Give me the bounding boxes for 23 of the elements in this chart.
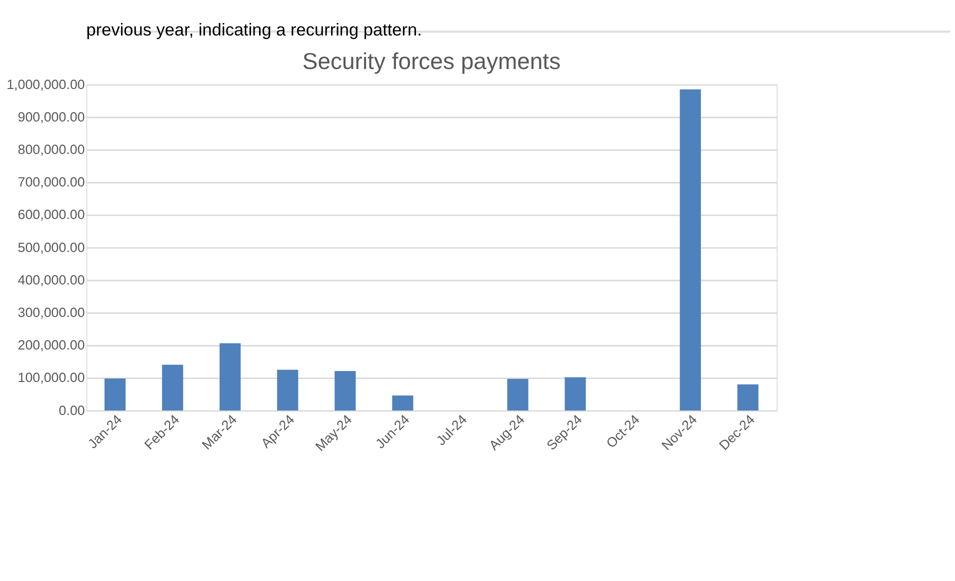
bar	[277, 370, 298, 410]
chart-title: Security forces payments	[302, 48, 561, 74]
y-tick-label: 600,000.00	[18, 207, 85, 222]
bar	[162, 364, 184, 410]
bar	[737, 384, 758, 410]
y-tick-label: 300,000.00	[18, 304, 85, 320]
bar	[564, 377, 586, 410]
bar	[680, 89, 701, 410]
y-tick-label: 500,000.00	[18, 240, 85, 255]
bar	[392, 395, 414, 410]
y-tick-label: 100,000.00	[18, 370, 85, 386]
y-tick-label: 900,000.00	[18, 109, 85, 124]
bar	[507, 378, 528, 410]
y-tick-label: 800,000.00	[18, 142, 85, 157]
text: previous year, indicating a recurring pattern.	[86, 20, 422, 40]
bar	[104, 378, 126, 410]
y-tick-label: 200,000.00	[18, 338, 85, 353]
bar	[334, 371, 356, 410]
y-tick-label: 0.00	[58, 402, 85, 418]
y-tick-label: 700,000.00	[18, 174, 85, 190]
bar	[220, 343, 241, 410]
y-tick-label: 400,000.00	[18, 272, 85, 288]
y-tick-label: 1,000,000.00	[6, 76, 85, 92]
